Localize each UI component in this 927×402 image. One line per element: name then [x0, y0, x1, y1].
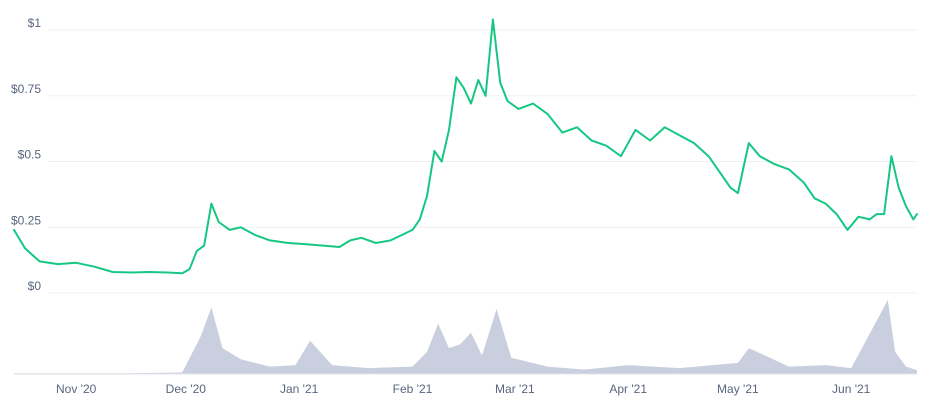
y-tick-label: $0.25	[11, 213, 41, 227]
x-tick-label: Mar '21	[495, 382, 535, 396]
price-line	[13, 18, 918, 275]
x-tick-label: May '21	[717, 382, 759, 396]
x-tick-label: Apr '21	[609, 382, 647, 396]
y-tick-label: $1	[28, 16, 42, 30]
x-tick-label: Dec '20	[166, 382, 207, 396]
y-tick-label: $0.75	[11, 82, 41, 96]
x-tick-label: Nov '20	[56, 382, 97, 396]
x-tick-label: Jun '21	[832, 382, 871, 396]
price-series	[13, 18, 918, 275]
x-tick-label: Feb '21	[393, 382, 433, 396]
grid-lines	[48, 29, 917, 294]
x-tick-label: Jan '21	[280, 382, 319, 396]
x-axis-labels: Nov '20 Dec '20 Jan '21 Feb '21 Mar '21 Apr '…	[56, 382, 871, 396]
volume-bars	[14, 300, 917, 374]
y-tick-label: $0	[28, 279, 42, 293]
y-axis-labels: $1 $0.75 $0.5 $0.25 $0	[11, 16, 41, 293]
volume-area	[14, 300, 917, 374]
y-tick-label: $0.5	[18, 148, 42, 162]
